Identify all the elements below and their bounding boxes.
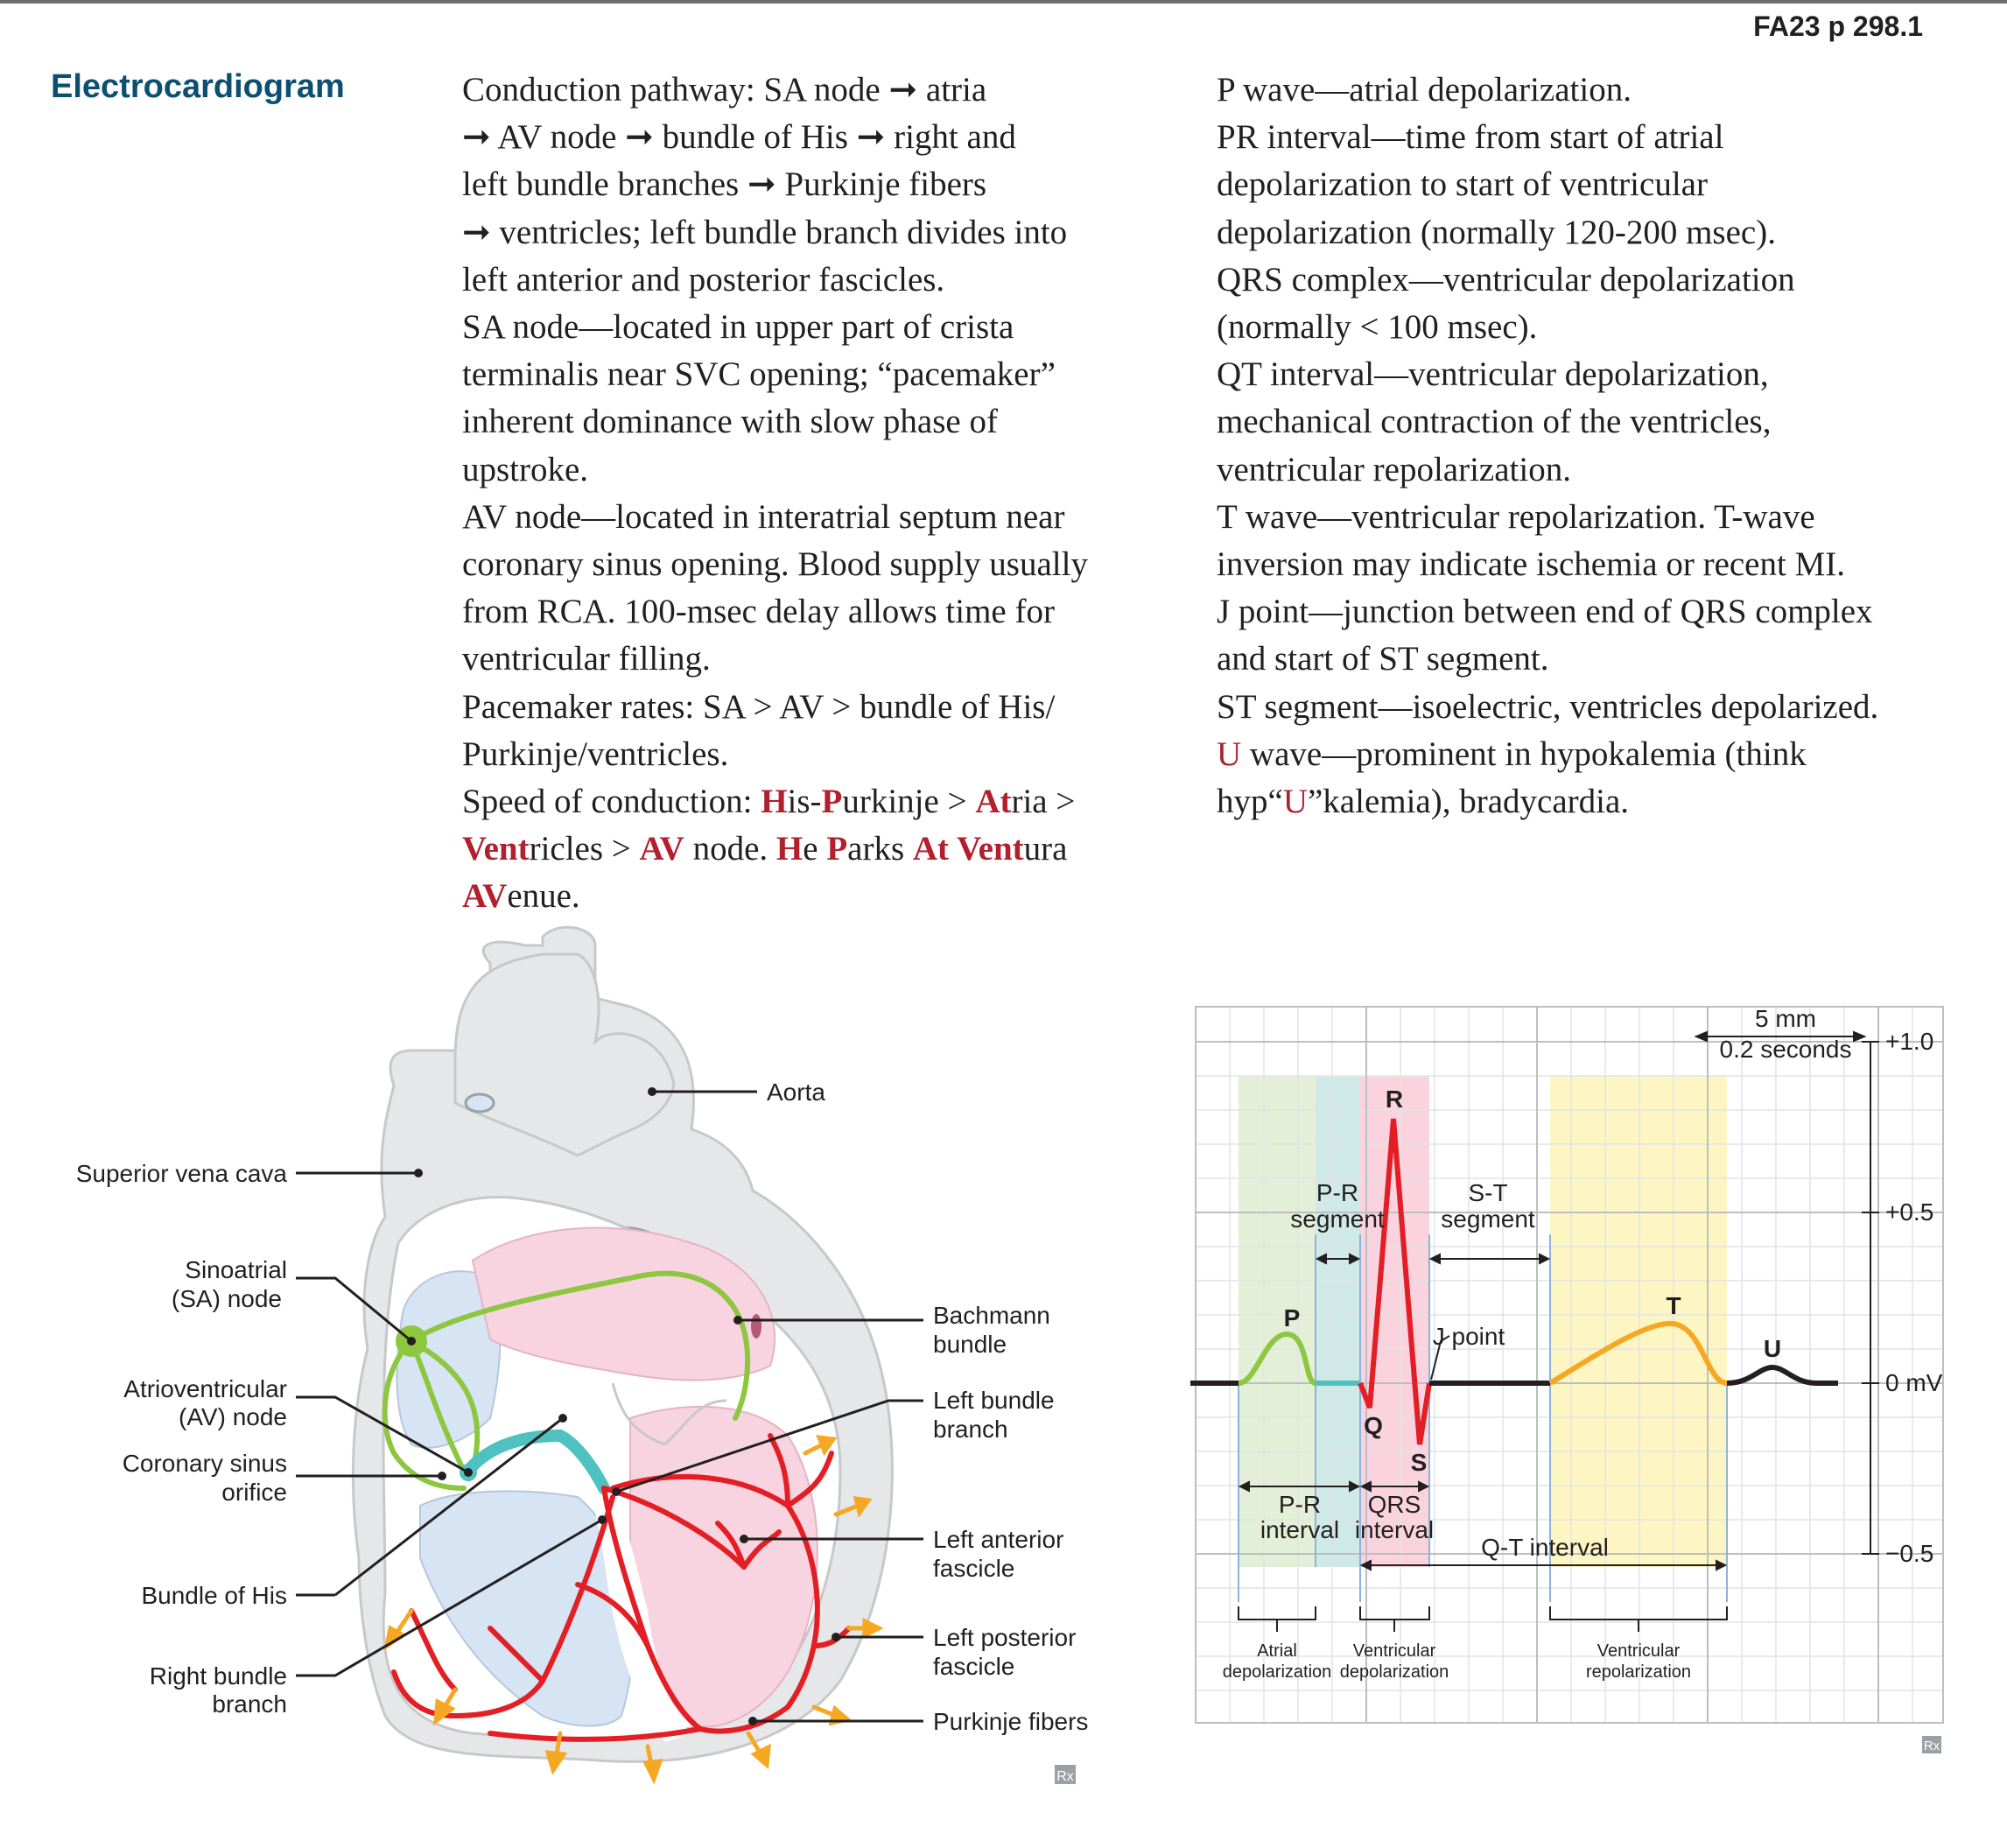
- qrs-interval-label-1: QRS: [1368, 1491, 1421, 1518]
- ventricular-depol-label-2: depolarization: [1340, 1662, 1449, 1682]
- label-purkinje: Purkinje fibers: [933, 1708, 1088, 1735]
- impulse-arrows: [383, 1435, 884, 1785]
- ecg-diagram: +1.0 +0.5 0 mV −0.5 5 mm 0.2 seconds P R…: [1190, 1005, 1944, 1753]
- p-wave-trace: [1238, 1331, 1317, 1386]
- conduction-speed-paragraph: Speed of conduction: His-Purkinje > Atri…: [462, 783, 1076, 916]
- label-sa-node-1: Sinoatrial: [185, 1256, 287, 1283]
- aortic-arch: [453, 952, 676, 1157]
- internodal-pathways: [382, 1270, 751, 1491]
- page-reference: FA23 p 298.1: [1753, 11, 1923, 42]
- label-bachmann-1: Bachmann: [933, 1302, 1050, 1329]
- qrs-trace: [1358, 1118, 1432, 1445]
- scale-label-mm: 5 mm: [1755, 1005, 1816, 1032]
- wave-label-r: R: [1386, 1086, 1403, 1113]
- svg-text:Rx: Rx: [1924, 1739, 1940, 1753]
- st-segment-paragraph: ST segment—isoelectric, ventricles depol…: [1217, 687, 1879, 726]
- segment-band: [1316, 1077, 1360, 1567]
- wave-label-p: P: [1284, 1304, 1301, 1332]
- wave-label-s: S: [1411, 1449, 1428, 1476]
- qrs-interval-label-2: interval: [1355, 1516, 1434, 1543]
- label-aorta: Aorta: [767, 1079, 825, 1106]
- pr-interval-label-1: P-R: [1279, 1491, 1321, 1518]
- pr-interval-paragraph: PR interval—time from start of atrial dep…: [1217, 118, 1776, 251]
- label-left-posterior-1: Left posterior: [933, 1624, 1076, 1651]
- phase-brackets: [1238, 1606, 1728, 1632]
- axis-label-plus1: +1.0: [1885, 1028, 1933, 1055]
- label-right-bundle-1: Right bundle: [150, 1662, 287, 1690]
- left-atrium-opening: [751, 1314, 761, 1339]
- ecg-minor-grid: [1196, 1007, 1943, 1723]
- label-left-bundle-2: branch: [933, 1416, 1008, 1443]
- pacemaker-rates-paragraph: Pacemaker rates: SA > AV > bundle of His…: [462, 687, 1056, 773]
- j-point-paragraph: J point—junction between end of QRS comp…: [1217, 593, 1873, 678]
- heart-leader-dots: [407, 1087, 840, 1725]
- segment-arrows: [1315, 1253, 1551, 1265]
- rx-watermark-ecg: Rx: [1922, 1736, 1941, 1753]
- j-point-label: J point: [1433, 1323, 1505, 1350]
- heart-conduction-diagram: Aorta Superior vena cava Sinoatrial (SA)…: [76, 925, 1088, 1785]
- right-text-column: P wave—atrial depolarization. PR interva…: [1217, 67, 1978, 826]
- vessel-opening: [464, 1093, 495, 1114]
- axis-label-zero: 0 mV: [1885, 1369, 1943, 1396]
- label-av-node-2: (AV) node: [179, 1403, 287, 1430]
- interval-arrows: [1238, 1480, 1728, 1571]
- p-wave-paragraph: P wave—atrial depolarization.: [1217, 71, 1632, 109]
- label-coronary-sinus-1: Coronary sinus: [123, 1450, 287, 1477]
- ventricular-repol-label-2: repolarization: [1586, 1662, 1691, 1682]
- heart-leader-lines: [296, 1090, 923, 1723]
- label-left-anterior-1: Left anterior: [933, 1526, 1063, 1553]
- label-sa-node-2: (SA) node: [172, 1285, 282, 1312]
- purkinje-network: [391, 1433, 852, 1742]
- section-title: Electrocardiogram: [51, 68, 345, 105]
- qt-interval-label: Q-T interval: [1481, 1534, 1609, 1561]
- label-bachmann-2: bundle: [933, 1331, 1007, 1358]
- label-left-bundle-1: Left bundle: [933, 1387, 1055, 1414]
- axis-label-plus05: +0.5: [1885, 1198, 1933, 1226]
- av-node-paragraph: AV node—located in interatrial septum ne…: [462, 497, 1088, 678]
- label-bundle-of-his: Bundle of His: [141, 1582, 287, 1609]
- grid-border: [1195, 1006, 1944, 1724]
- st-segment-label-2: segment: [1441, 1205, 1535, 1233]
- right-ventricle: [419, 1490, 635, 1727]
- left-text-column: Conduction pathway: SA node ➞ atria ➞ AV…: [462, 67, 1162, 921]
- label-superior-vena-cava: Superior vena cava: [76, 1160, 288, 1187]
- conduction-pathway-paragraph: Conduction pathway: SA node ➞ atria ➞ AV…: [462, 71, 1068, 299]
- ventricular-repol-label-1: Ventricular: [1597, 1641, 1681, 1661]
- label-left-anterior-2: fascicle: [933, 1555, 1014, 1582]
- ventricular-depol-label-1: Ventricular: [1353, 1641, 1436, 1661]
- ecg-mv-axis: [1862, 1041, 1879, 1555]
- pr-interval-label-2: interval: [1260, 1516, 1339, 1543]
- pr-segment-label-1: P-R: [1316, 1179, 1358, 1206]
- sa-node-paragraph: SA node—located in upper part of crista …: [462, 308, 1056, 488]
- t-wave-trace: [1548, 1320, 1728, 1386]
- qrs-paragraph: QRS complex—ventricular depolarization (n…: [1217, 260, 1795, 347]
- label-av-node-1: Atrioventricular: [123, 1375, 287, 1402]
- label-coronary-sinus-2: orifice: [221, 1479, 287, 1506]
- left-atrium: [471, 1226, 776, 1381]
- scale-label-seconds: 0.2 seconds: [1720, 1036, 1852, 1063]
- top-rule: [0, 0, 2007, 4]
- rx-watermark-heart: Rx: [1055, 1765, 1076, 1784]
- pr-segment-label-2: segment: [1290, 1205, 1385, 1233]
- bundle-of-his: [462, 1429, 610, 1494]
- atrial-depol-label-1: Atrial: [1257, 1641, 1297, 1661]
- j-point-leader: [1430, 1335, 1450, 1381]
- valve-flaps: [611, 1382, 727, 1446]
- wave-label-q: Q: [1364, 1412, 1383, 1439]
- st-segment-label-1: S-T: [1468, 1179, 1507, 1206]
- u-wave-trace: [1726, 1364, 1838, 1386]
- label-right-bundle-2: branch: [212, 1690, 287, 1718]
- t-wave-paragraph: T wave—ventricular repolarization. T-wav…: [1217, 497, 1845, 584]
- wave-label-u: U: [1764, 1335, 1781, 1362]
- wave-label-t: T: [1666, 1292, 1681, 1319]
- u-wave-paragraph: U wave—prominent in hypokalemia (think h…: [1217, 734, 1807, 821]
- qt-interval-paragraph: QT interval—ventricular depolarization, m…: [1217, 355, 1772, 488]
- scale-bracket: [1694, 1030, 1867, 1043]
- atrial-depol-label-2: depolarization: [1223, 1662, 1332, 1682]
- label-left-posterior-2: fascicle: [933, 1653, 1014, 1680]
- band-boundaries: [1238, 1234, 1728, 1602]
- axis-label-minus05: −0.5: [1885, 1540, 1933, 1567]
- svg-text:Rx: Rx: [1056, 1769, 1074, 1784]
- t-band: [1550, 1077, 1727, 1567]
